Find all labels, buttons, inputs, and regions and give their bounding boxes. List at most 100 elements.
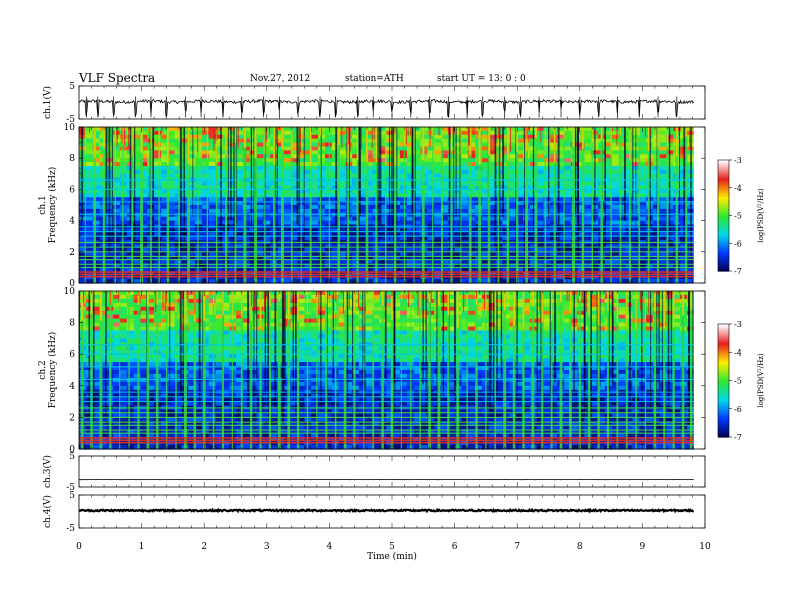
spectrogram-cell bbox=[324, 232, 333, 237]
colorbar-swatch bbox=[718, 248, 729, 252]
spectrogram-cell bbox=[236, 150, 244, 155]
spectrogram-cell bbox=[174, 247, 182, 253]
spectrogram-cell bbox=[604, 279, 613, 284]
spectrogram-cell bbox=[618, 232, 626, 237]
spectrogram-cell bbox=[242, 271, 251, 276]
spectrogram-cell bbox=[400, 201, 408, 206]
spectrogram-cell bbox=[181, 162, 189, 167]
spectrogram-cell bbox=[113, 263, 121, 268]
spectrogram-cell bbox=[256, 142, 264, 148]
spectrogram-cell bbox=[201, 166, 210, 171]
spectrogram-cell bbox=[406, 279, 415, 284]
spectrogram-cell bbox=[140, 294, 148, 300]
spectrogram-cell bbox=[263, 232, 271, 237]
spectrogram-cell bbox=[283, 263, 292, 268]
spectrogram-cell bbox=[290, 279, 299, 284]
spectrogram-cell bbox=[365, 279, 374, 284]
spectrogram-cell bbox=[215, 291, 223, 296]
spectrogram-cell bbox=[516, 228, 524, 233]
spectrogram-cell bbox=[461, 310, 469, 316]
spectrogram-cell bbox=[400, 130, 408, 136]
colorbar-swatch bbox=[718, 259, 729, 263]
spectrogram-cell bbox=[167, 255, 176, 261]
spectrogram-cell bbox=[502, 130, 510, 136]
spectrogram-cell bbox=[338, 244, 346, 249]
spectrogram-cell bbox=[365, 306, 374, 312]
spectrogram-cell bbox=[140, 306, 148, 312]
spectrogram-cell bbox=[195, 173, 203, 179]
spectrogram-cell bbox=[195, 158, 203, 163]
spectrogram-cell bbox=[441, 306, 449, 312]
spectrogram-cell bbox=[113, 205, 121, 210]
spectrogram-cell bbox=[283, 212, 292, 218]
spectrogram-cell bbox=[639, 255, 647, 261]
spectrogram-cell bbox=[85, 154, 94, 159]
spectrogram-cell bbox=[659, 212, 667, 218]
spectrogram-cell bbox=[92, 247, 101, 253]
spectrogram-cell bbox=[324, 193, 333, 198]
spectrogram-cell bbox=[577, 146, 585, 151]
spectrogram-cell bbox=[604, 197, 613, 202]
spectrogram-cell bbox=[659, 150, 667, 155]
spectrogram-cell bbox=[488, 205, 497, 210]
spectrogram-cell bbox=[406, 138, 415, 144]
spectrogram-cell bbox=[236, 208, 244, 214]
spectrogram-cell bbox=[133, 208, 141, 214]
spectrogram-cell bbox=[263, 259, 271, 265]
spectrogram-cell bbox=[461, 134, 469, 140]
spectrogram-cell bbox=[120, 142, 128, 148]
spectrogram-cell bbox=[195, 259, 203, 265]
spectrogram-cell bbox=[639, 279, 647, 284]
spectrogram-cell bbox=[167, 220, 176, 226]
spectrogram-cell bbox=[488, 193, 497, 198]
spectrogram-cell bbox=[488, 216, 497, 222]
spectrogram-cell bbox=[277, 259, 285, 265]
spectrogram-cell bbox=[126, 306, 135, 312]
spectrogram-cell bbox=[283, 279, 292, 284]
spectrogram-cell bbox=[208, 314, 217, 320]
spectrogram-cell bbox=[161, 255, 169, 261]
spectrogram-cell bbox=[611, 298, 620, 304]
spectrogram-cell bbox=[167, 294, 176, 300]
spectrogram-cell bbox=[256, 212, 264, 218]
spectrogram-cell bbox=[502, 244, 510, 249]
spectrogram-cell bbox=[297, 306, 305, 312]
spectrogram-cell bbox=[352, 216, 360, 222]
colorbar-swatch bbox=[718, 206, 729, 209]
spectrogram-cell bbox=[249, 130, 258, 136]
spectrogram-cell bbox=[420, 318, 428, 324]
spectrogram-cell bbox=[427, 205, 435, 210]
colorbar-swatch bbox=[718, 241, 729, 244]
spectrogram-cell bbox=[167, 127, 176, 132]
spectrogram-cell bbox=[126, 302, 135, 308]
spectrogram-cell bbox=[195, 216, 203, 222]
spectrogram-cell bbox=[413, 220, 422, 226]
spectrogram-cell bbox=[113, 166, 121, 171]
spectrogram-cell bbox=[441, 127, 449, 132]
spectrogram-cell bbox=[516, 146, 524, 151]
spectrogram-cell bbox=[584, 244, 592, 249]
colorbar-swatch bbox=[718, 180, 729, 183]
spectrogram-cell bbox=[461, 263, 469, 268]
spectrogram-cell bbox=[324, 181, 333, 187]
colorbar-swatch bbox=[718, 182, 729, 185]
spectrogram-cell bbox=[208, 130, 217, 136]
spectrogram-cell bbox=[188, 232, 196, 237]
spectrogram-cell bbox=[482, 228, 490, 233]
spectrogram-cell bbox=[352, 302, 360, 308]
spectrogram-cell bbox=[611, 306, 620, 312]
spectrogram-cell bbox=[482, 236, 490, 241]
spectrogram-cell bbox=[611, 173, 620, 179]
spectrogram-cell bbox=[215, 162, 223, 167]
spectrogram-cell bbox=[413, 181, 422, 187]
spectrogram-cell bbox=[584, 205, 592, 210]
spectrogram-cell bbox=[618, 130, 626, 136]
spectrogram-cell bbox=[113, 201, 121, 206]
spectrogram-cell bbox=[215, 197, 223, 202]
spectrogram-cell bbox=[468, 173, 476, 179]
spectrogram-cell bbox=[591, 306, 599, 312]
spectrogram-cell bbox=[468, 193, 476, 198]
spectrogram-cell bbox=[400, 169, 408, 175]
spectrogram-cell bbox=[523, 314, 531, 320]
spectrogram-cell bbox=[652, 228, 661, 233]
